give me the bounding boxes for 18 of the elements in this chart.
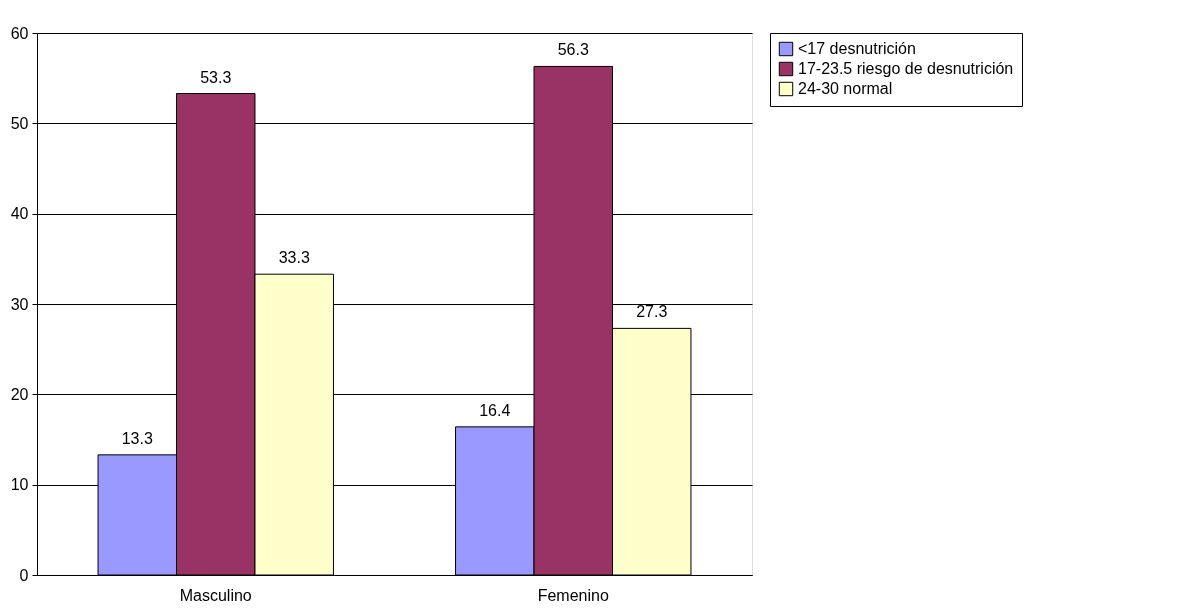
y-tick-label: 60 <box>10 24 29 42</box>
x-tick-label: Masculino <box>179 586 252 604</box>
legend-label: 24-30 normal <box>798 80 893 97</box>
x-tick-label: Femenino <box>537 586 609 604</box>
data-label: 53.3 <box>200 68 232 86</box>
data-label: 16.4 <box>479 401 511 419</box>
y-tick-label: 30 <box>10 295 29 313</box>
y-tick-label: 40 <box>10 205 29 223</box>
data-label: 27.3 <box>636 303 668 321</box>
data-label: 33.3 <box>278 249 310 267</box>
y-tick-label: 20 <box>10 385 29 403</box>
y-tick-label: 0 <box>19 566 29 584</box>
data-label: 13.3 <box>121 429 153 447</box>
legend-label: 17-23.5 riesgo de desnutrición <box>798 60 1014 77</box>
legend-label: <17 desnutrición <box>798 40 916 57</box>
data-label: 56.3 <box>557 41 589 59</box>
y-tick-label: 10 <box>10 476 29 494</box>
y-tick-label: 50 <box>10 114 29 132</box>
